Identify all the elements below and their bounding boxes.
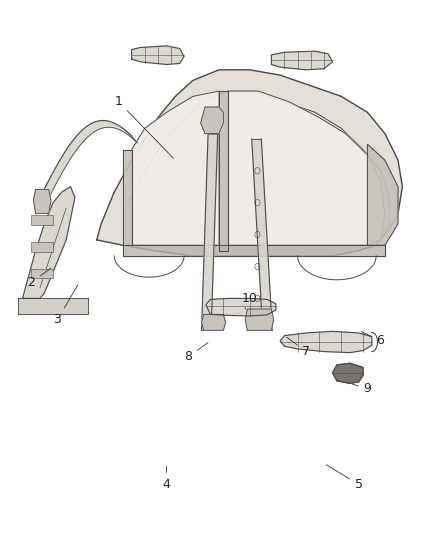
Polygon shape xyxy=(252,139,272,330)
Text: 2: 2 xyxy=(27,268,51,289)
Polygon shape xyxy=(228,91,385,245)
Polygon shape xyxy=(201,314,226,330)
Text: 4: 4 xyxy=(162,466,170,491)
Polygon shape xyxy=(123,150,132,245)
Bar xyxy=(31,242,53,252)
Polygon shape xyxy=(332,364,363,383)
Polygon shape xyxy=(40,120,137,204)
Text: 3: 3 xyxy=(53,285,78,326)
Polygon shape xyxy=(132,46,184,64)
Text: 7: 7 xyxy=(287,337,310,358)
Bar xyxy=(31,215,53,225)
Polygon shape xyxy=(245,309,274,330)
Polygon shape xyxy=(22,187,75,298)
Polygon shape xyxy=(280,332,372,353)
Polygon shape xyxy=(123,245,385,256)
Polygon shape xyxy=(201,107,223,134)
Text: 1: 1 xyxy=(115,95,173,158)
Text: 9: 9 xyxy=(353,382,371,395)
Bar xyxy=(31,269,53,278)
Polygon shape xyxy=(33,189,51,213)
Polygon shape xyxy=(201,134,218,330)
Text: 8: 8 xyxy=(184,343,208,364)
Polygon shape xyxy=(206,298,276,316)
Polygon shape xyxy=(272,51,332,70)
Polygon shape xyxy=(132,91,219,245)
Polygon shape xyxy=(367,144,398,245)
Polygon shape xyxy=(219,91,228,251)
Text: 6: 6 xyxy=(361,332,385,348)
Text: 10: 10 xyxy=(242,292,258,309)
Polygon shape xyxy=(97,70,403,256)
Text: 5: 5 xyxy=(326,465,363,491)
Polygon shape xyxy=(18,298,88,314)
